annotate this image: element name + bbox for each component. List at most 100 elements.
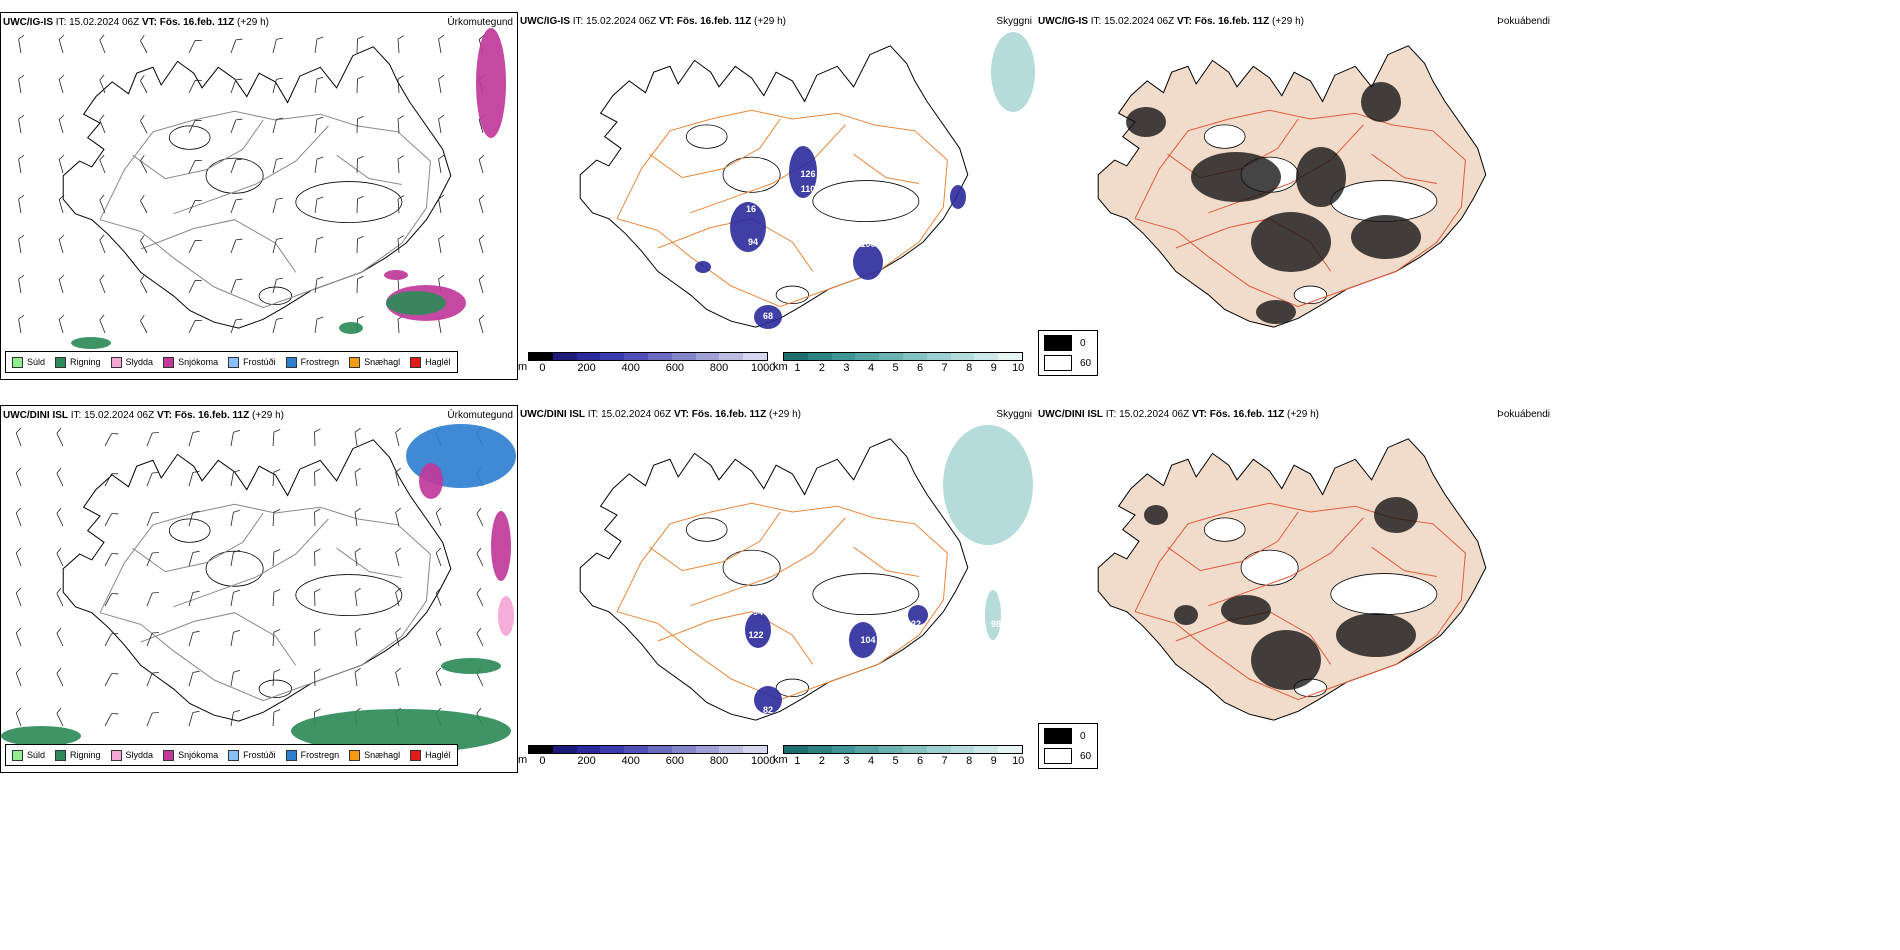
- wind-barb: [230, 669, 240, 687]
- colorbar-tick-label: 4: [867, 755, 875, 767]
- panel-header: UWC/DINI ISL IT: 15.02.2024 06Z VT: Fös.…: [1038, 409, 1319, 420]
- road-line: [140, 219, 297, 273]
- init-time-label: IT:: [1105, 409, 1117, 420]
- wind-barb: [354, 428, 361, 447]
- colorbar-cell: [743, 746, 767, 753]
- precip-area: [476, 28, 506, 138]
- glacier-outline: [1203, 124, 1246, 149]
- wind-barb: [56, 667, 64, 687]
- colorbar-tick-label: 8: [966, 755, 973, 767]
- legend-label: Snjókoma: [178, 750, 219, 760]
- wind-barb: [188, 550, 200, 567]
- wind-barb: [395, 547, 401, 567]
- wind-barb: [354, 548, 361, 567]
- wind-barb: [356, 155, 364, 174]
- glacier-outline: [205, 550, 264, 587]
- wind-barb: [314, 316, 324, 334]
- wind-barb: [18, 274, 25, 294]
- visibility-area: [943, 425, 1033, 545]
- wind-barb: [478, 234, 485, 254]
- wind-barb: [104, 513, 119, 527]
- wind-barb: [230, 238, 243, 254]
- wind-barb: [188, 319, 202, 334]
- road-line: [1371, 546, 1437, 577]
- model-name: UWC/IG-IS: [3, 17, 53, 28]
- map-canvas: [1097, 438, 1487, 721]
- wind-barb: [397, 35, 405, 54]
- fog-index-area: [1144, 505, 1168, 525]
- colorbar-cell: [552, 746, 577, 753]
- wind-barb: [146, 632, 159, 647]
- wind-barb: [230, 158, 243, 174]
- glacier-outline: [168, 125, 211, 150]
- fog-index-area: [1251, 630, 1321, 690]
- wind-barb: [272, 629, 281, 647]
- colorbar-cell: [552, 353, 577, 360]
- wind-barb: [476, 547, 484, 567]
- legend-swatch: [55, 356, 67, 368]
- colorbar-tick-label: 3: [843, 362, 850, 374]
- colorbar-tick-label: 7: [941, 755, 948, 767]
- panel-header: UWC/DINI ISL IT: 15.02.2024 06Z VT: Fös.…: [3, 410, 284, 421]
- wind-barb: [314, 236, 324, 254]
- fog-index-area: [1126, 107, 1166, 137]
- road-line: [336, 154, 402, 185]
- precip-area: [498, 596, 514, 636]
- wind-barb: [18, 34, 25, 54]
- visibility-colorbar: 1 2 3 4 5 6 7 8 9 10 km: [773, 745, 1024, 773]
- road-line: [853, 546, 919, 577]
- glacier-outline: [685, 124, 728, 149]
- fog-legend-swatch: [1044, 335, 1072, 351]
- colorbar-tick-label: 2: [818, 362, 825, 374]
- colorbar-tick-label: 400: [621, 755, 640, 767]
- road-line: [132, 512, 264, 573]
- map-panel-precip: UWC/DINI ISL IT: 15.02.2024 06Z VT: Fös.…: [0, 405, 518, 773]
- legend-label: Rigning: [70, 357, 101, 367]
- cloud-base-cell: [849, 622, 877, 658]
- cloud-base-label: 11: [933, 189, 943, 199]
- map-panel-fog: UWC/IG-IS IT: 15.02.2024 06Z VT: Fös. 16…: [1036, 12, 1554, 380]
- wind-barb: [140, 114, 148, 134]
- legend-swatch: [163, 356, 175, 368]
- colorbar-cell: [719, 746, 744, 753]
- colorbar-cells: [528, 352, 768, 361]
- colorbar-cell: [926, 353, 951, 360]
- wind-barb: [272, 709, 281, 727]
- wind-barb: [230, 509, 240, 527]
- wind-barb: [99, 314, 106, 334]
- panel-header: UWC/IG-IS IT: 15.02.2024 06Z VT: Fös. 16…: [520, 16, 786, 27]
- colorbar-cell: [600, 353, 625, 360]
- legend-label: Snjókoma: [178, 357, 219, 367]
- wind-barb: [99, 114, 106, 134]
- visibility-colorbar: 1 2 3 4 5 6 7 8 9 10 km: [773, 352, 1024, 380]
- precip-area: [419, 463, 443, 499]
- colorbar-cell: [719, 353, 744, 360]
- wind-barb: [438, 234, 445, 254]
- valid-time-value: Fös. 16.feb. 11Z: [691, 409, 767, 420]
- wind-barb: [188, 199, 202, 214]
- wind-barb: [314, 508, 321, 527]
- valid-time-label: VT:: [673, 409, 689, 420]
- init-time-value: 15.02.2024 06Z: [1104, 16, 1175, 27]
- legend-item: Slydda: [110, 749, 153, 761]
- road-line: [140, 612, 297, 666]
- colorbar-ticks: 1 2 3 4 5 6 7 8 9 10: [783, 362, 1024, 376]
- wind-barb: [314, 668, 321, 687]
- wind-barb: [146, 552, 159, 567]
- init-time-label: IT:: [55, 17, 67, 28]
- colorbar-cell: [974, 746, 999, 753]
- legend-swatch: [285, 356, 297, 368]
- precip-area: [491, 511, 511, 581]
- road-line: [649, 511, 781, 572]
- precip-area: [339, 322, 363, 334]
- fog-index-area: [1191, 152, 1281, 202]
- road-line: [649, 118, 781, 179]
- wind-barb: [104, 633, 119, 647]
- wind-barb: [230, 78, 243, 94]
- wind-barb: [230, 549, 240, 567]
- legend-label: Frostregn: [300, 750, 340, 760]
- colorbar-tick-label: 200: [577, 362, 596, 374]
- wind-barb: [99, 34, 106, 54]
- road-line: [616, 109, 948, 308]
- panel-header: UWC/IG-IS IT: 15.02.2024 06Z VT: Fös. 16…: [3, 17, 269, 28]
